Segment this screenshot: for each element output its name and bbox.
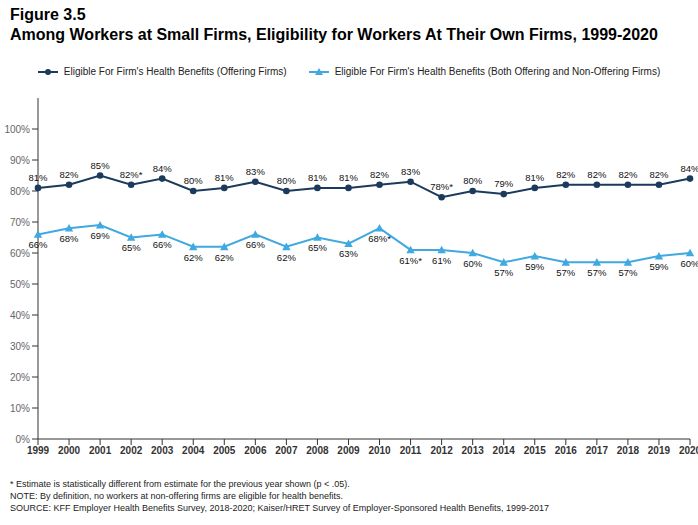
svg-text:81%: 81%: [339, 172, 359, 183]
svg-text:68%: 68%: [60, 233, 80, 244]
svg-text:70%: 70%: [10, 217, 30, 228]
svg-text:2018: 2018: [617, 445, 640, 456]
html-text:Among Workers at Small Firms,: Among Workers at Small Firms, Eligibilit…: [10, 26, 658, 43]
svg-text:81%: 81%: [28, 172, 48, 183]
svg-text:80%: 80%: [184, 175, 204, 186]
svg-text:60%: 60%: [10, 248, 30, 259]
svg-text:81%: 81%: [525, 172, 545, 183]
svg-text:82%: 82%: [587, 169, 607, 180]
svg-text:2013: 2013: [462, 445, 485, 456]
svg-text:2015: 2015: [524, 445, 547, 456]
svg-text:57%: 57%: [618, 267, 638, 278]
svg-text:2020: 2020: [679, 445, 690, 456]
svg-text:82%: 82%: [618, 169, 638, 180]
svg-text:100%: 100%: [8, 124, 30, 135]
svg-text:69%: 69%: [91, 230, 111, 241]
svg-text:2002: 2002: [120, 445, 143, 456]
svg-text:62%: 62%: [215, 252, 235, 263]
svg-text:81%: 81%: [308, 172, 328, 183]
svg-text:81%: 81%: [215, 172, 235, 183]
svg-text:85%: 85%: [91, 160, 111, 171]
svg-text:20%: 20%: [10, 372, 30, 383]
svg-text:62%: 62%: [184, 252, 204, 263]
svg-text:10%: 10%: [10, 403, 30, 414]
svg-text:1999: 1999: [27, 445, 50, 456]
html-text:SOURCE: KFF Employer Health Be: SOURCE: KFF Employer Health Benefits Sur…: [10, 503, 549, 513]
html-text:Figure 3.5: Figure 3.5: [10, 6, 86, 23]
svg-text:2000: 2000: [58, 445, 81, 456]
svg-text:2010: 2010: [368, 445, 391, 456]
svg-text:59%: 59%: [525, 261, 545, 272]
svg-text:79%: 79%: [494, 178, 514, 189]
svg-text:2011: 2011: [400, 445, 422, 456]
svg-text:2017: 2017: [586, 445, 609, 456]
svg-text:65%: 65%: [308, 242, 328, 253]
svg-text:65%: 65%: [122, 242, 142, 253]
svg-text:57%: 57%: [556, 267, 576, 278]
html-text:* Estimate is statistically di: * Estimate is statistically different fr…: [10, 479, 350, 489]
svg-text:60%: 60%: [680, 258, 690, 269]
svg-text:50%: 50%: [10, 279, 30, 290]
svg-text:82%: 82%: [370, 169, 390, 180]
svg-text:2004: 2004: [182, 445, 205, 456]
svg-text:60%: 60%: [463, 258, 483, 269]
svg-text:80%: 80%: [463, 175, 483, 186]
svg-text:66%: 66%: [28, 239, 48, 250]
html-text:NOTE: By definition, no worker: NOTE: By definition, no workers at non-o…: [10, 491, 343, 501]
svg-text:2012: 2012: [430, 445, 453, 456]
svg-text:84%: 84%: [680, 163, 690, 174]
svg-text:90%: 90%: [10, 155, 30, 166]
svg-text:82%*: 82%*: [120, 169, 143, 180]
svg-text:2007: 2007: [275, 445, 298, 456]
svg-text:57%: 57%: [494, 267, 514, 278]
svg-text:59%: 59%: [649, 261, 669, 272]
svg-text:78%*: 78%*: [430, 181, 453, 192]
svg-text:57%: 57%: [587, 267, 607, 278]
svg-text:2005: 2005: [213, 445, 236, 456]
html-text:Eligible For Firm's Health Ben: Eligible For Firm's Health Benefits (Bot…: [334, 66, 661, 77]
svg-text:2001: 2001: [89, 445, 112, 456]
svg-text:2016: 2016: [555, 445, 578, 456]
svg-text:63%: 63%: [339, 248, 359, 259]
svg-text:83%: 83%: [246, 166, 266, 177]
svg-text:82%: 82%: [60, 169, 80, 180]
svg-text:2003: 2003: [151, 445, 174, 456]
svg-text:61%*: 61%*: [399, 255, 422, 266]
svg-text:66%: 66%: [153, 239, 173, 250]
svg-text:66%: 66%: [246, 239, 266, 250]
svg-text:80%: 80%: [10, 186, 30, 197]
svg-text:2006: 2006: [244, 445, 267, 456]
svg-text:82%: 82%: [556, 169, 576, 180]
svg-text:2009: 2009: [337, 445, 360, 456]
svg-text:61%: 61%: [432, 255, 452, 266]
svg-text:2019: 2019: [648, 445, 671, 456]
svg-text:40%: 40%: [10, 310, 30, 321]
svg-text:2008: 2008: [306, 445, 329, 456]
svg-text:80%: 80%: [277, 175, 297, 186]
svg-text:84%: 84%: [153, 163, 173, 174]
svg-text:82%: 82%: [649, 169, 669, 180]
svg-text:2014: 2014: [493, 445, 516, 456]
svg-text:83%: 83%: [401, 166, 421, 177]
svg-text:30%: 30%: [10, 341, 30, 352]
svg-text:62%: 62%: [277, 252, 297, 263]
svg-text:68%*: 68%*: [368, 233, 391, 244]
svg-text:0%: 0%: [16, 434, 31, 445]
html-text:Eligible For Firm's Health Ben: Eligible For Firm's Health Benefits (Off…: [63, 66, 287, 77]
